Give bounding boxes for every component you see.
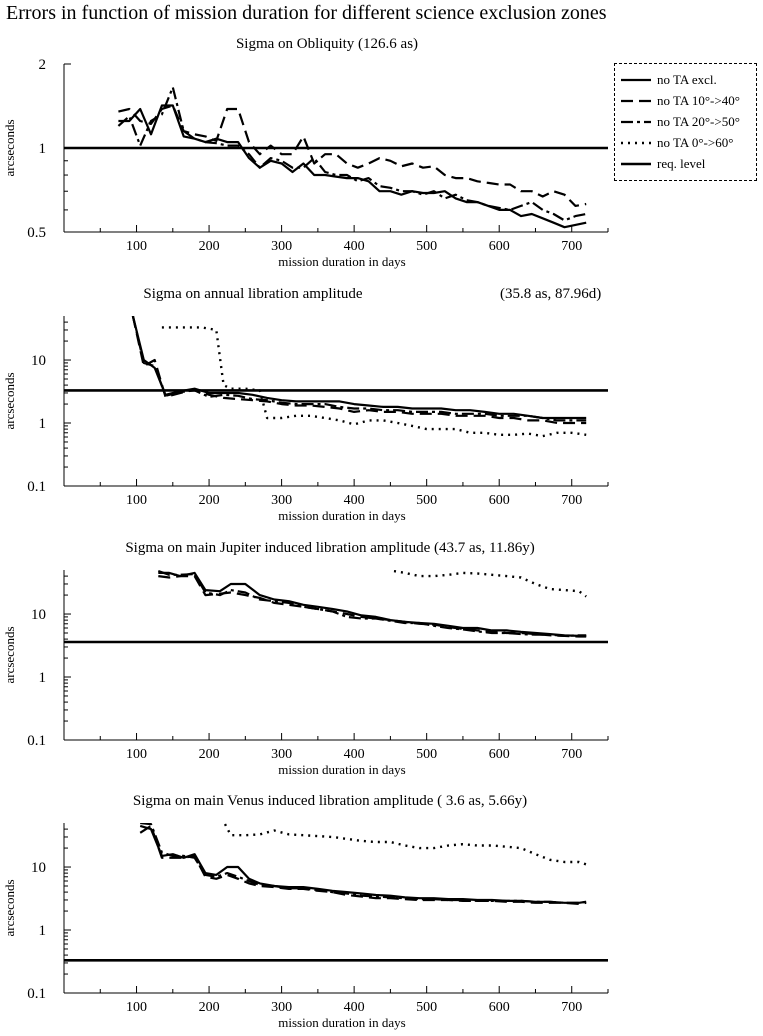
x-tick-label: 700 [561,239,582,254]
y-axis-label: arcseconds [2,119,17,176]
chart-panel-2: Sigma on annual libration amplitude (35.8… [2,286,609,523]
x-tick-label: 200 [199,493,220,508]
x-tick-label: 200 [199,1000,220,1015]
chart-title: Sigma on Obliquity (126.6 as) [236,36,418,52]
chart-panel-3: Sigma on main Jupiter induced libration … [2,540,609,777]
x-tick-label: 400 [344,1000,365,1015]
series-line-no-ta-excl [139,824,587,904]
chart-panel-1: Sigma on Obliquity (126.6 as) 100 200 300 40… [2,36,609,269]
x-axis-label: mission duration in days [278,254,405,269]
y-axis-label: arcseconds [2,879,17,936]
series-line-no-ta-0-60 [223,823,587,866]
x-tick-label: 700 [561,1000,582,1015]
series-line-no-ta-20-50 [117,86,587,222]
x-tick-label: 400 [344,239,365,254]
x-tick-label: 700 [561,747,582,762]
x-tick-label: 600 [489,239,510,254]
series-group [64,823,608,962]
x-tick-label: 500 [416,747,437,762]
x-tick-label: 500 [416,239,437,254]
legend-label: no TA excl. [657,72,717,87]
x-tick-label: 300 [271,239,292,254]
y-tick-label: 10 [31,607,46,623]
x-tick-label: 100 [126,493,147,508]
x-tick-label: 500 [416,1000,437,1015]
series-line-no-ta-excl [158,571,587,638]
x-tick-label: 100 [126,747,147,762]
series-line-no-ta-10-40 [158,574,587,638]
series-line-no-ta-10-40 [131,316,587,425]
x-tick-label: 300 [271,1000,292,1015]
y-tick-label: 1 [39,923,47,939]
legend-label: no TA 0°->60° [657,135,733,150]
series-group [64,86,608,229]
legend-svg: no TA excl. no TA 10°->40° no TA 20°->50° n… [621,72,740,171]
x-tick-label: 600 [489,493,510,508]
legend: no TA excl. no TA 10°->40° no TA 20°->50° n… [614,63,757,181]
series-line-no-ta-20-50 [131,316,587,422]
y-axis-label: arcseconds [2,372,17,429]
main-title: Errors in function of mission duration f… [6,2,607,24]
x-tick-label: 600 [489,747,510,762]
y-tick-label: 0.1 [27,733,46,749]
x-axis-label: mission duration in days [278,762,405,777]
x-tick-label: 400 [344,747,365,762]
chart-title-suffix: (35.8 as, 87.96d) [500,286,601,302]
x-tick-label: 200 [199,239,220,254]
x-tick-label: 400 [344,493,365,508]
x-tick-label: 700 [561,493,582,508]
series-line-no-ta-20-50 [157,570,587,638]
x-axis-label: mission duration in days [278,508,405,523]
series-group [64,316,608,438]
x-tick-label: 100 [126,239,147,254]
series-group [64,570,608,644]
legend-label: no TA 20°->50° [657,114,740,129]
series-line-no-ta-0-60 [161,326,587,438]
y-tick-label: 1 [39,416,47,432]
chart-panel-4: Sigma on main Venus induced libration am… [2,793,609,1030]
y-tick-label: 10 [31,860,46,876]
chart-title: Sigma on annual libration amplitude [143,286,362,302]
chart-title: Sigma on main Venus induced libration am… [133,793,527,809]
x-tick-label: 500 [416,493,437,508]
y-tick-label: 0.5 [27,225,46,241]
x-tick-label: 100 [126,1000,147,1015]
series-line-no-ta-10-40 [118,104,587,207]
y-tick-label: 1 [39,670,47,686]
y-tick-label: 1 [39,141,47,157]
x-tick-label: 300 [271,493,292,508]
y-tick-label: 10 [31,353,46,369]
series-line-no-ta-excl [131,316,587,420]
x-tick-label: 300 [271,747,292,762]
chart-title: Sigma on main Jupiter induced libration … [125,540,534,556]
x-tick-label: 600 [489,1000,510,1015]
x-axis-label: mission duration in days [278,1015,405,1030]
legend-label: no TA 10°->40° [657,93,740,108]
y-tick-label: 0.1 [27,479,46,495]
legend-label: req. level [657,156,706,171]
x-tick-label: 200 [199,747,220,762]
series-line-no-ta-10-40 [139,824,587,906]
y-axis-label: arcseconds [2,626,17,683]
series-line-no-ta-0-60 [393,570,587,598]
y-tick-label: 2 [39,57,47,73]
series-line-no-ta-excl [118,104,587,229]
series-line-no-ta-20-50 [140,823,587,904]
y-tick-label: 0.1 [27,986,46,1002]
